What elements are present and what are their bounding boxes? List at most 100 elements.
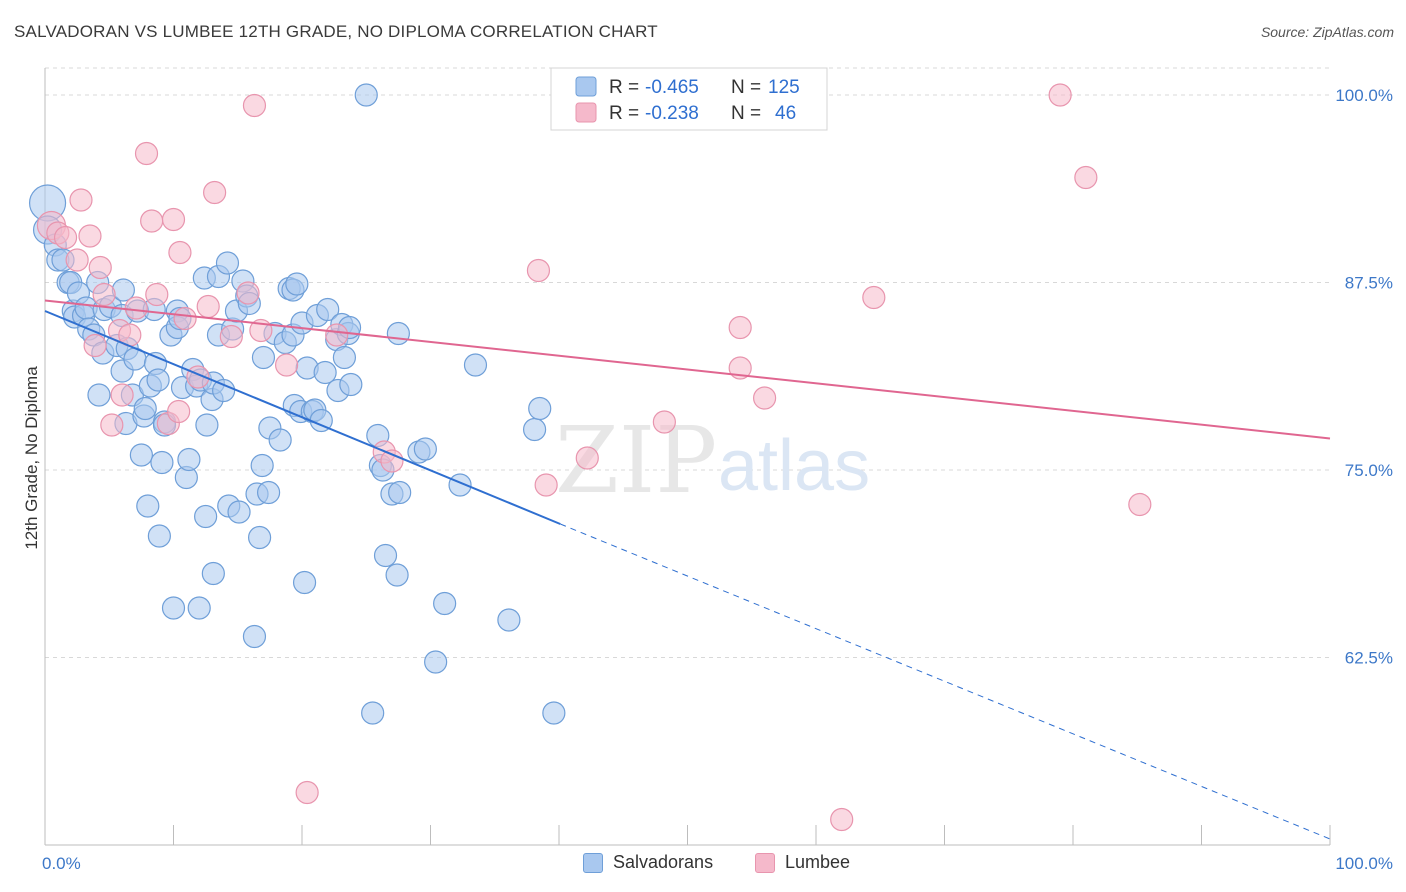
lumbee-point [69, 188, 93, 212]
salvadorans-point [433, 591, 457, 616]
salvadorans-trend-extension [560, 523, 1331, 840]
salvadorans-point [385, 563, 409, 587]
salvadorans-point [528, 396, 552, 421]
salvadorans-point [146, 368, 170, 392]
lumbee-point [219, 324, 243, 349]
lumbee-point [325, 323, 349, 347]
salvadorans-point [129, 443, 153, 467]
salvadorans-point [247, 525, 272, 550]
lumbee-point [124, 296, 148, 320]
lumbee-point [1128, 492, 1152, 517]
legend-r-value-2: -0.238 [645, 103, 699, 124]
salvadorans-point [161, 596, 186, 620]
y-tick-label: 75.0% [1345, 461, 1393, 480]
legend-r-label-1: R = [609, 77, 644, 98]
y-axis-label: 12th Grade, No Diploma [22, 366, 41, 550]
salvadorans-point [256, 480, 281, 505]
lumbee-point [145, 282, 169, 307]
salvadorans-point [136, 494, 160, 518]
salvadorans-point [201, 561, 225, 586]
lumbee-point [83, 333, 107, 358]
salvadorans-point [463, 353, 488, 377]
legend-r-value-1: -0.465 [645, 77, 699, 98]
y-tick-label: 62.5% [1345, 649, 1393, 668]
salvadorans-point [195, 413, 219, 437]
lumbee-point [242, 93, 267, 118]
legend-swatch-lumbee [575, 102, 597, 123]
lumbee-point [380, 449, 404, 473]
source-credit: Source: ZipAtlas.com [1260, 24, 1394, 40]
salvadorans-point [147, 524, 171, 548]
lumbee-point [274, 353, 299, 377]
salvadorans-trend-line [44, 310, 561, 525]
salvadorans-point [268, 428, 292, 452]
tick-labels: 62.5% 75.0% 87.5% 100.0% 0.0% 100.0% [42, 86, 1393, 873]
lumbee-point [203, 180, 227, 205]
data-points [28, 83, 1152, 832]
salvadorans-point [250, 453, 274, 478]
salvadorans-point [133, 396, 157, 421]
salvadorans-point [87, 383, 111, 407]
legend-n-label-1: N = [731, 77, 766, 98]
chart-title: SALVADORAN VS LUMBEE 12TH GRADE, NO DIPL… [14, 22, 658, 41]
salvadorans-point [332, 345, 357, 370]
salvadorans-point [150, 450, 174, 475]
legend-item-salvadorans: Salvadorans [583, 852, 713, 873]
salvadorans-point [227, 500, 251, 524]
salvadorans-point [316, 297, 340, 322]
lumbee-point [534, 473, 558, 497]
legend-item-lumbee: Lumbee [755, 852, 850, 873]
salvadorans-point [242, 624, 267, 649]
salvadorans-point [177, 447, 201, 472]
lumbee-point [526, 258, 551, 283]
lumbee-point [65, 248, 89, 272]
lumbee-point [728, 356, 752, 380]
lumbee-point [88, 255, 112, 280]
zipatlas-watermark: ZIP atlas [555, 407, 870, 514]
salvadorans-point [339, 372, 363, 397]
lumbee-point [1048, 83, 1072, 107]
legend-label-lumbee: Lumbee [785, 852, 851, 872]
lumbee-point [100, 413, 124, 437]
legend-n-value-2: 46 [775, 103, 796, 124]
salvadorans-swatch [583, 852, 603, 873]
gridlines [45, 67, 1330, 658]
axes [44, 68, 1331, 846]
salvadorans-point [373, 543, 398, 568]
lumbee-point [140, 209, 164, 233]
salvadorans-point [388, 480, 412, 505]
lumbee-point [134, 141, 159, 166]
lumbee-point [92, 282, 116, 307]
lumbee-point [53, 225, 78, 250]
lumbee-point [236, 281, 260, 305]
legend-label-salvadorans: Salvadorans [613, 852, 714, 872]
salvadorans-point [424, 650, 448, 674]
salvadorans-point [361, 701, 385, 725]
salvadorans-point [354, 83, 378, 107]
series-legend: Salvadorans Lumbee [0, 852, 1406, 878]
lumbee-point [1074, 165, 1098, 190]
lumbee-point [173, 306, 197, 331]
legend-n-value-1: 125 [768, 77, 800, 98]
salvadorans-point [285, 272, 309, 296]
lumbee-point [161, 207, 186, 232]
legend-n-label-2: N = [731, 103, 766, 124]
x-tick-label: 0.0% [42, 854, 81, 873]
legend-r-label-2: R = [609, 103, 644, 124]
lumbee-point [830, 807, 854, 832]
salvadorans-point [386, 321, 410, 346]
salvadorans-point [542, 701, 566, 725]
stats-legend: R = -0.465 N = 125 R = -0.238 N = 46 [550, 67, 828, 131]
salvadorans-point [522, 417, 547, 442]
lumbee-point [862, 285, 886, 310]
lumbee-point [196, 294, 220, 319]
lumbee-point [168, 240, 192, 265]
y-tick-label: 87.5% [1345, 274, 1393, 293]
salvadorans-point [313, 360, 337, 385]
legend-swatch-salvadorans [575, 76, 597, 97]
lumbee-point [78, 224, 102, 248]
salvadorans-point [251, 345, 276, 370]
trend-lines [44, 299, 1331, 840]
salvadorans-point [215, 251, 240, 275]
